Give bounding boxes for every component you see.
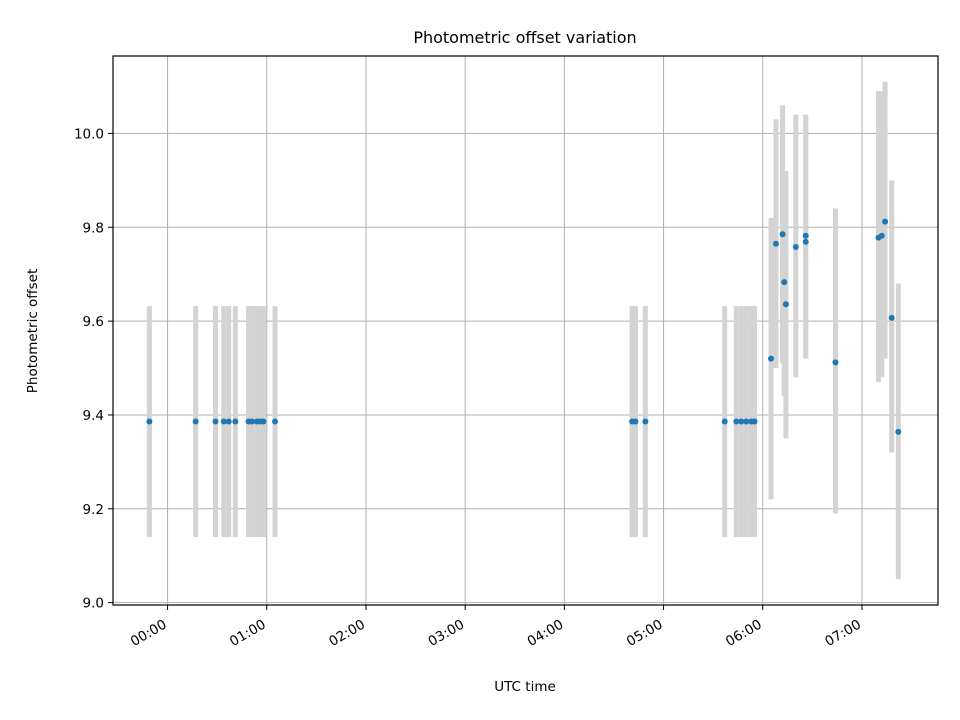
data-point bbox=[895, 428, 902, 435]
y-tick-label: 9.8 bbox=[83, 220, 104, 236]
data-point bbox=[220, 418, 227, 425]
x-tick-label: 00:00 bbox=[128, 617, 170, 650]
data-point bbox=[642, 418, 649, 425]
data-point bbox=[802, 238, 809, 245]
data-point bbox=[272, 418, 279, 425]
data-point bbox=[882, 218, 889, 225]
data-point bbox=[751, 418, 758, 425]
y-tick-label: 9.2 bbox=[83, 502, 104, 518]
data-point bbox=[779, 231, 786, 238]
x-tick-label: 06:00 bbox=[723, 617, 765, 650]
data-point bbox=[802, 232, 809, 239]
x-axis-label: UTC time bbox=[494, 679, 556, 695]
y-tick-label: 10.0 bbox=[74, 126, 104, 142]
data-point bbox=[743, 418, 750, 425]
data-point bbox=[192, 418, 199, 425]
data-point bbox=[225, 418, 232, 425]
x-tick-label: 05:00 bbox=[624, 617, 666, 650]
data-point bbox=[738, 418, 745, 425]
data-points bbox=[146, 218, 902, 435]
data-point bbox=[772, 240, 779, 247]
y-tick-label: 9.6 bbox=[83, 314, 104, 330]
x-tick-label: 07:00 bbox=[822, 617, 864, 650]
x-tick-label: 02:00 bbox=[326, 617, 368, 650]
x-tick-label: 04:00 bbox=[525, 617, 567, 650]
chart-title: Photometric offset variation bbox=[413, 28, 636, 47]
x-axis-ticks: 00:00 01:00 02:00 03:00 04:00 05:00 06:00 07:00 bbox=[128, 605, 864, 650]
data-point bbox=[768, 355, 775, 362]
data-point bbox=[232, 418, 239, 425]
data-point bbox=[260, 418, 267, 425]
data-point bbox=[781, 279, 788, 286]
data-point bbox=[146, 418, 153, 425]
data-point bbox=[782, 301, 789, 308]
data-point bbox=[721, 418, 728, 425]
plot-frame bbox=[112, 55, 939, 606]
data-point bbox=[792, 243, 799, 250]
y-axis-ticks: 9.0 9.2 9.4 9.6 9.8 10.0 bbox=[74, 126, 113, 612]
data-point bbox=[832, 359, 839, 366]
data-point bbox=[878, 232, 885, 239]
error-bars bbox=[146, 81, 901, 580]
y-tick-label: 9.0 bbox=[83, 596, 104, 612]
y-tick-label: 9.4 bbox=[83, 408, 104, 424]
data-point bbox=[248, 418, 255, 425]
data-point bbox=[212, 418, 219, 425]
data-point bbox=[632, 418, 639, 425]
data-point bbox=[733, 418, 740, 425]
data-point bbox=[888, 314, 895, 321]
y-axis-label: Photometric offset bbox=[25, 269, 41, 393]
x-tick-label: 03:00 bbox=[425, 617, 467, 650]
x-tick-label: 01:00 bbox=[227, 617, 269, 650]
